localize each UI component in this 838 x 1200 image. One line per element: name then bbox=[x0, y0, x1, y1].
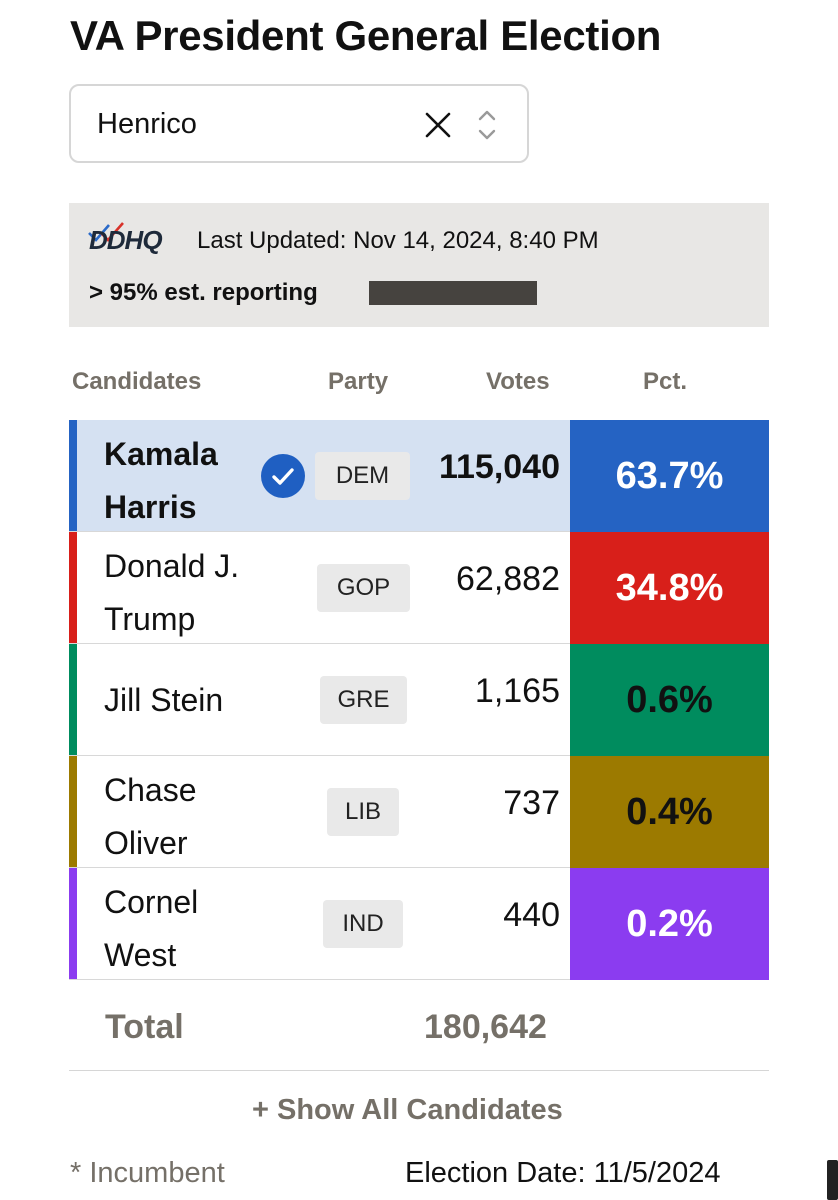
party-color-bar bbox=[69, 532, 77, 643]
candidate-name: Chase Oliver bbox=[104, 772, 197, 861]
total-votes: 180,642 bbox=[424, 1008, 547, 1046]
ddhq-logo: DDHQ bbox=[89, 225, 163, 255]
party-badge: GRE bbox=[320, 676, 407, 724]
vote-percentage: 34.8% bbox=[570, 532, 769, 644]
incumbent-note: * Incumbent bbox=[70, 1157, 225, 1189]
candidate-name: Kamala Harris bbox=[104, 436, 218, 525]
candidate-row-stein[interactable]: Jill Stein GRE 1,165 0.6% bbox=[69, 644, 769, 756]
party-color-bar bbox=[69, 756, 77, 867]
candidate-row-west[interactable]: Cornel West IND 440 0.2% bbox=[69, 868, 769, 980]
party-color-bar bbox=[69, 868, 77, 979]
winner-check-icon bbox=[261, 454, 305, 498]
status-panel: DDHQ Last Updated: Nov 14, 2024, 8:40 PM… bbox=[69, 203, 769, 327]
vote-percentage: 0.6% bbox=[570, 644, 769, 756]
candidate-row-oliver[interactable]: Chase Oliver LIB 737 0.4% bbox=[69, 756, 769, 868]
reporting-label: > 95% est. reporting bbox=[89, 279, 318, 306]
vote-count: 737 bbox=[503, 784, 560, 822]
vote-percentage: 63.7% bbox=[570, 420, 769, 532]
vote-percentage: 0.2% bbox=[570, 868, 769, 980]
party-badge: GOP bbox=[317, 564, 410, 612]
header-votes: Votes bbox=[486, 368, 550, 395]
vote-count: 115,040 bbox=[438, 448, 560, 486]
county-select-value: Henrico bbox=[97, 108, 197, 140]
county-select[interactable]: Henrico bbox=[69, 84, 529, 163]
candidate-name: Cornel West bbox=[104, 884, 199, 973]
candidate-row-harris[interactable]: Kamala Harris DEM 115,040 63.7% bbox=[69, 420, 769, 532]
total-label: Total bbox=[105, 1008, 184, 1046]
candidate-name: Jill Stein bbox=[104, 682, 224, 718]
header-pct: Pct. bbox=[643, 368, 688, 395]
show-all-candidates-button[interactable]: + Show All Candidates bbox=[252, 1094, 563, 1126]
party-color-bar bbox=[69, 644, 77, 755]
party-color-bar bbox=[69, 420, 77, 531]
reporting-progress-bar bbox=[369, 281, 546, 305]
scrollbar-thumb[interactable] bbox=[827, 1160, 838, 1200]
vote-count: 440 bbox=[503, 896, 560, 934]
header-party: Party bbox=[328, 368, 389, 395]
vote-count: 62,882 bbox=[456, 560, 560, 598]
party-badge: LIB bbox=[327, 788, 399, 836]
divider bbox=[69, 1070, 769, 1071]
reporting-progress-fill bbox=[369, 281, 538, 305]
candidate-name: Donald J. Trump bbox=[104, 548, 240, 637]
party-badge: DEM bbox=[315, 452, 410, 500]
ddhq-check-icon bbox=[88, 222, 124, 242]
last-updated: Last Updated: Nov 14, 2024, 8:40 PM bbox=[197, 227, 599, 254]
page-title: VA President General Election bbox=[70, 12, 662, 59]
header-candidates: Candidates bbox=[72, 368, 202, 395]
chevron-up-down-icon[interactable] bbox=[475, 106, 499, 144]
close-icon[interactable] bbox=[423, 110, 453, 140]
vote-percentage: 0.4% bbox=[570, 756, 769, 868]
party-badge: IND bbox=[323, 900, 403, 948]
election-date: Election Date: 11/5/2024 bbox=[405, 1157, 721, 1189]
vote-count: 1,165 bbox=[474, 672, 560, 710]
candidate-row-trump[interactable]: Donald J. Trump GOP 62,882 34.8% bbox=[69, 532, 769, 644]
